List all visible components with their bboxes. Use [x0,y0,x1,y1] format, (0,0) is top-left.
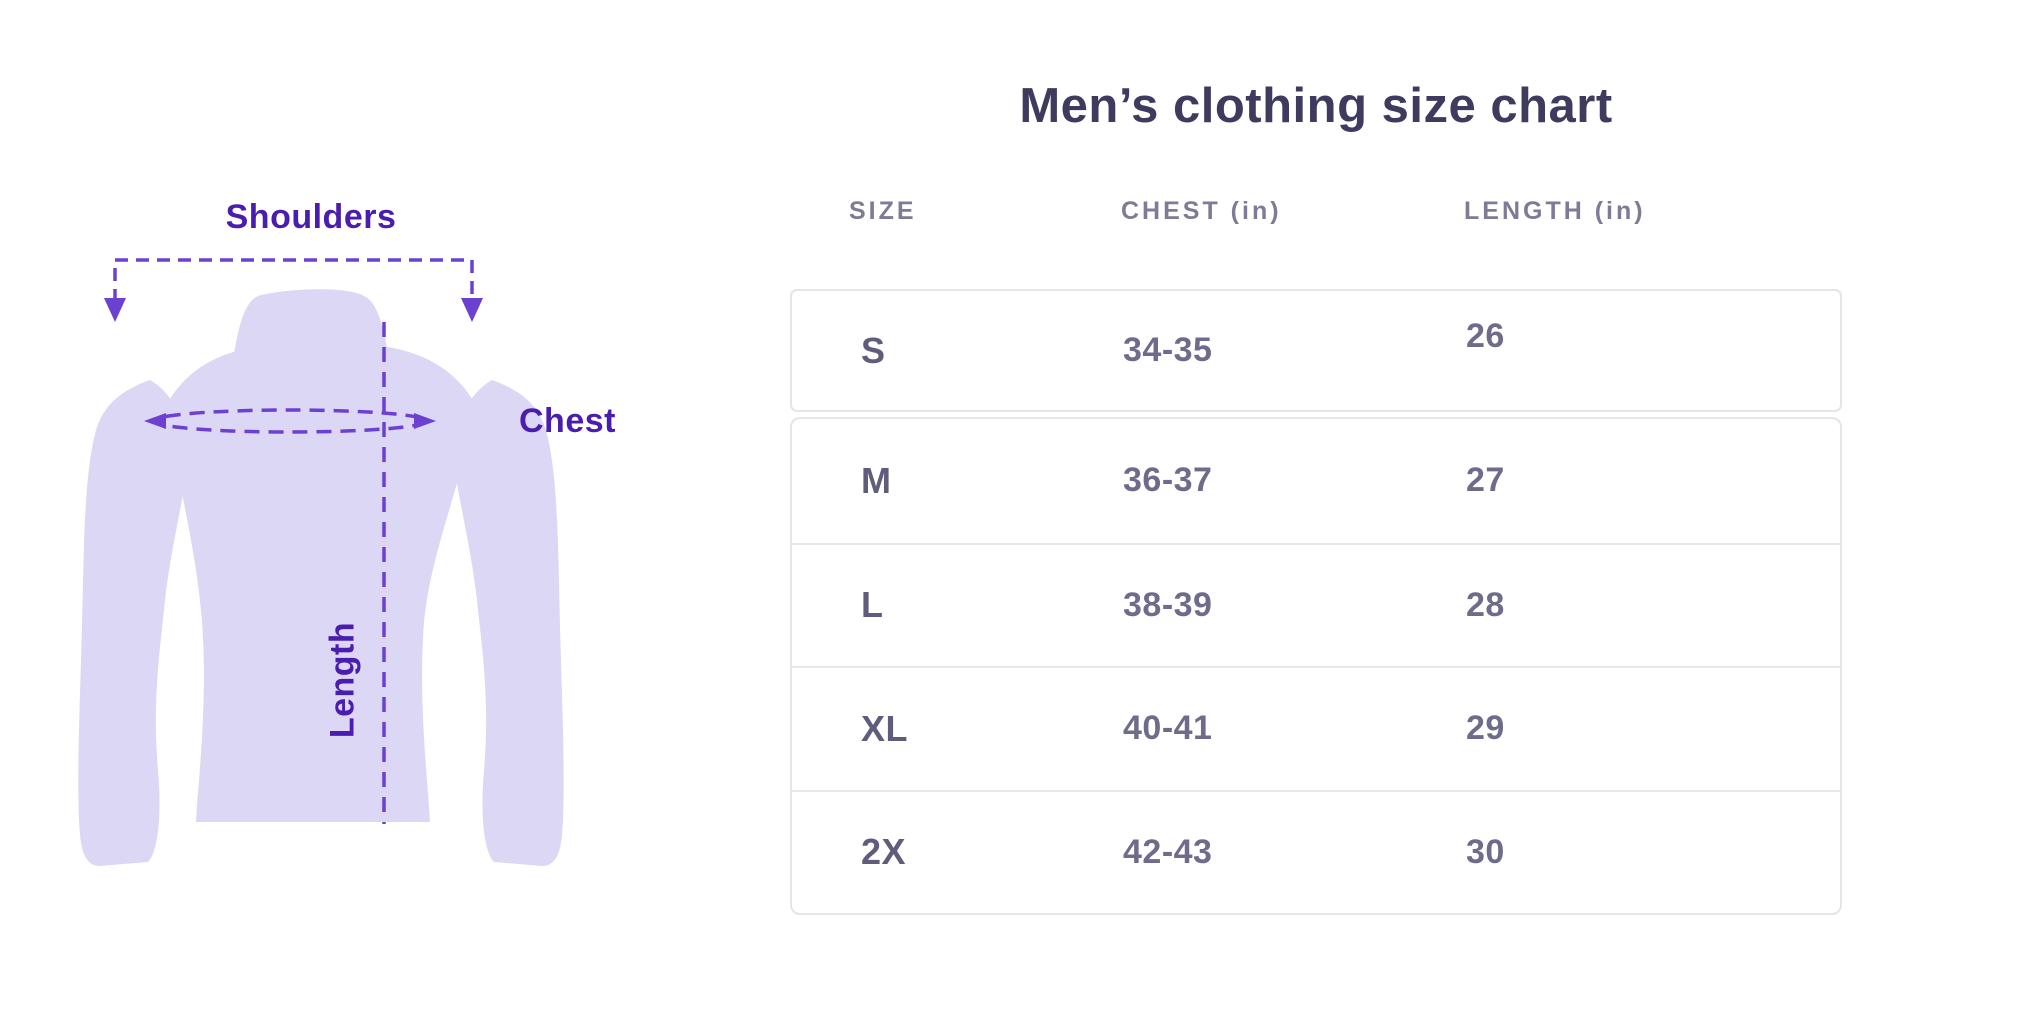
table-header-row: SIZE CHEST (in) LENGTH (in) [790,197,1842,226]
shirt-illustration [78,258,564,866]
chest-cell: 36-37 [1123,461,1213,500]
shoulders-measure-line [113,258,474,302]
chest-cell: 38-39 [1123,585,1213,624]
shoulders-measure [113,258,474,302]
shirt-body [168,342,474,822]
column-header-chest: CHEST (in) [1121,197,1282,225]
chest-arrow-right-icon [414,413,436,429]
length-cell: 27 [1466,461,1505,500]
size-cell: 2X [861,831,907,873]
chest-arrow-left-icon [144,413,166,429]
table-row: L 38-39 28 [792,542,1840,667]
column-header-length: LENGTH (in) [1464,197,1646,225]
chest-cell: 34-35 [1123,331,1213,369]
shirt-shape [78,289,564,866]
table-row: S 34-35 26 [792,291,1840,410]
shirt-right-sleeve [453,380,564,866]
chest-label: Chest [519,402,616,440]
length-cell: 29 [1466,709,1505,748]
table-row: 2X 42-43 30 [792,789,1840,914]
page-title: Men’s clothing size chart [1019,79,1613,133]
table-row: XL 40-41 29 [792,666,1840,790]
size-cell: XL [861,707,909,749]
length-cell: 28 [1466,585,1505,624]
chest-cell: 40-41 [1123,709,1213,748]
size-cell: L [861,584,884,626]
table-box-rest: M 36-37 27 L 38-39 28 XL 40-41 29 2X 42-… [790,417,1842,915]
table-row: M 36-37 27 [792,419,1840,543]
shoulders-label: Shoulders [225,198,397,236]
size-cell: M [861,459,892,501]
chest-cell: 42-43 [1123,832,1213,871]
size-cell: S [861,329,886,371]
length-label: Length [323,621,362,739]
column-header-size: SIZE [849,197,917,225]
shoulders-arrow-right-icon [461,298,483,322]
shoulders-arrow-left-icon [104,298,126,322]
size-table-panel: Men’s clothing size chart SIZE CHEST (in… [790,0,1842,1020]
table-box-first: S 34-35 26 [790,289,1842,412]
length-cell: 30 [1466,832,1505,871]
shirt-left-sleeve [78,380,189,866]
length-cell: 26 [1466,317,1505,355]
shirt-measurement-diagram: Shoulders Chest Length [0,0,700,1020]
